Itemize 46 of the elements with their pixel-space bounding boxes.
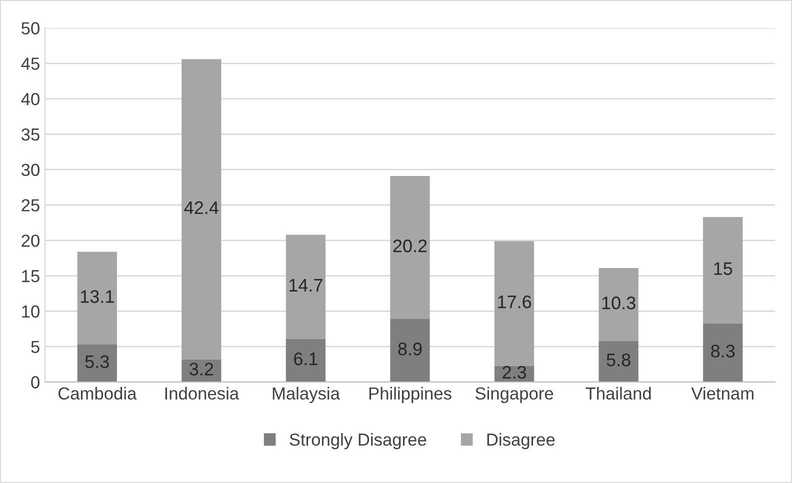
bar [286, 338, 326, 382]
data-label: 5.8 [606, 354, 630, 366]
y-tick-label: 40 [21, 92, 40, 106]
bar [703, 323, 743, 382]
bar [390, 318, 430, 382]
x-tick-label: Vietnam [691, 386, 754, 400]
bar [77, 252, 117, 344]
x-tick-label: Thailand [586, 386, 651, 400]
y-tick-label: 5 [31, 340, 40, 354]
data-label: 3.2 [190, 362, 214, 376]
bar [77, 344, 117, 382]
data-label: 17.6 [498, 295, 532, 308]
bar [598, 340, 638, 382]
data-label: 5.3 [85, 355, 109, 368]
x-tick-label: Singapore [476, 386, 554, 404]
bar [598, 268, 638, 341]
y-tick-label: 30 [21, 164, 40, 176]
data-label: 10.3 [602, 296, 636, 310]
y-tick-label: 0 [31, 376, 40, 388]
bar [286, 234, 326, 339]
y-tick-label: 15 [22, 270, 40, 282]
data-label: 14.7 [290, 279, 322, 292]
y-tick-label: 50 [22, 22, 40, 34]
legend-label: Disagree [487, 433, 555, 450]
y-tick-label: 35 [21, 128, 40, 141]
y-tick-label: 20 [22, 234, 40, 247]
data-label: 6.1 [294, 352, 318, 366]
data-label: 15 [714, 262, 732, 275]
bar [390, 176, 430, 319]
data-label: 2.3 [502, 366, 526, 379]
bar [182, 59, 222, 360]
x-tick-label: Indonesia [165, 386, 240, 400]
data-label: 20.2 [393, 240, 427, 252]
legend-label: Strongly Disagree [290, 433, 426, 450]
y-tick-label: 25 [22, 199, 40, 212]
y-tick-label: 10 [22, 305, 40, 318]
x-tick-label: Philippines [369, 386, 452, 404]
x-tick-label: Cambodia [58, 386, 137, 400]
data-label: 8.3 [711, 344, 735, 358]
bar [703, 217, 743, 324]
y-tick-label: 45 [21, 58, 40, 70]
bar [494, 241, 534, 366]
data-label: 42.4 [184, 201, 218, 214]
data-label: 13.1 [80, 290, 114, 303]
x-tick-label: Malaysia [272, 386, 340, 404]
data-label: 8.9 [398, 342, 422, 356]
